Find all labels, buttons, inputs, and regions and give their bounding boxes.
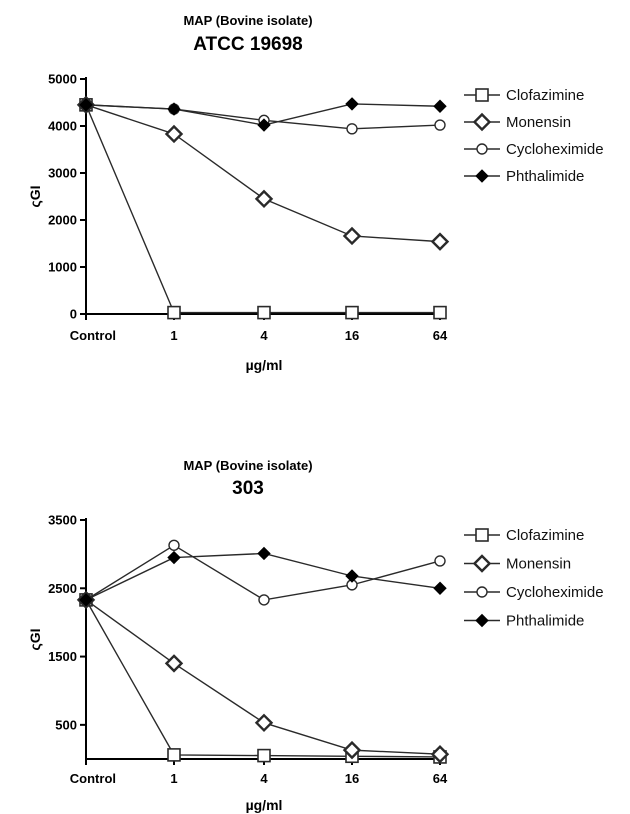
series-line: [85, 599, 441, 755]
legend-label: Phthalimide: [506, 613, 584, 630]
legend-item: Monensin: [464, 112, 571, 132]
legend-label: Cycloheximide: [506, 584, 604, 601]
data-point: [433, 305, 447, 320]
legend-marker: [475, 169, 489, 183]
data-point: [430, 232, 450, 251]
data-point: [164, 124, 184, 144]
data-point: [430, 745, 450, 764]
x-tick-label: 1: [170, 771, 177, 786]
data-point: [167, 102, 181, 116]
series-line: [85, 552, 441, 601]
x-tick-label: Control: [70, 328, 116, 343]
x-tick-label: 64: [433, 771, 448, 786]
x-tick-label: 1: [170, 328, 177, 343]
chart-303: MAP (Bovine isolate) 303 500 1500 2500 3500 Co…: [27, 458, 604, 813]
x-tick-label: 16: [345, 771, 359, 786]
data-point: [345, 569, 359, 583]
legend-marker: [472, 112, 492, 132]
chart-title: ATCC 19698: [193, 34, 302, 55]
data-point: [164, 654, 184, 673]
legend-item: Cycloheximide: [464, 141, 604, 158]
y-tick-label: 0: [70, 307, 77, 322]
x-tick-label: 4: [260, 771, 268, 786]
data-point: [434, 119, 446, 131]
series-phthalimide: [79, 97, 447, 132]
legend: Clofazimine Monensin Cycloheximide Phthalim…: [464, 87, 604, 185]
legend: Clofazimine Monensin Cycloheximide Phthalim…: [464, 527, 604, 630]
legend-label: Clofazimine: [506, 87, 584, 104]
x-tick-label: 4: [260, 328, 268, 343]
x-axis-title: µg/ml: [246, 797, 283, 813]
legend-label: Clofazimine: [506, 527, 584, 544]
data-point: [433, 581, 447, 595]
data-point: [342, 740, 362, 760]
data-point: [167, 550, 181, 565]
y-tick-label: 2500: [48, 581, 77, 596]
data-point: [254, 713, 274, 733]
data-point: [346, 123, 358, 135]
y-tick-label: 1500: [48, 649, 77, 664]
legend-item: Phthalimide: [464, 168, 584, 185]
data-point: [434, 555, 446, 567]
y-tick-label: 500: [55, 717, 77, 732]
data-point: [433, 99, 447, 113]
y-tick-label: 1000: [48, 260, 77, 275]
chart-atcc-19698: MAP (Bovine isolate) ATCC 19698 0 1000 2000 3…: [27, 13, 604, 373]
x-tick-label: 16: [345, 328, 359, 343]
chart-subtitle: MAP (Bovine isolate): [183, 13, 312, 28]
y-tick-label: 3500: [48, 513, 77, 528]
data-point: [79, 593, 93, 607]
legend-marker: [475, 613, 489, 628]
data-point: [257, 118, 271, 132]
data-point: [168, 539, 180, 551]
legend-label: Monensin: [506, 556, 571, 573]
data-point: [257, 546, 271, 561]
data-point: [342, 226, 362, 246]
legend-label: Cycloheximide: [506, 141, 604, 158]
legend-label: Monensin: [506, 114, 571, 131]
chart-title: 303: [232, 478, 264, 499]
series-line: [85, 104, 440, 314]
series-monensin: [76, 590, 450, 764]
legend-marker: [475, 88, 489, 102]
series-line: [85, 599, 441, 758]
data-point: [258, 594, 270, 606]
legend-item: Monensin: [464, 554, 571, 573]
legend-marker: [476, 586, 488, 598]
legend-item: Cycloheximide: [464, 584, 604, 601]
data-point: [167, 748, 181, 762]
series-clofazimine: [79, 593, 447, 764]
y-tick-label: 4000: [48, 119, 77, 134]
y-tick-label: 2000: [48, 213, 77, 228]
y-tick-label: 3000: [48, 166, 77, 181]
data-point: [254, 189, 274, 209]
y-axis-title: ςGI: [27, 185, 43, 207]
data-point: [79, 98, 93, 112]
y-axis-title: ςGI: [27, 628, 43, 650]
legend-label: Phthalimide: [506, 168, 584, 185]
legend-item: Phthalimide: [464, 613, 584, 630]
x-tick-label: 64: [433, 328, 448, 343]
data-point: [257, 748, 271, 763]
legend-marker: [475, 528, 489, 542]
x-tick-label: Control: [70, 771, 116, 786]
data-point: [345, 97, 359, 111]
y-tick-label: 5000: [48, 72, 77, 87]
data-point: [167, 305, 181, 320]
chart-subtitle: MAP (Bovine isolate): [183, 458, 312, 473]
series-clofazimine: [79, 98, 447, 320]
data-point: [345, 305, 359, 320]
series-phthalimide: [79, 546, 447, 607]
legend-item: Clofazimine: [464, 527, 584, 544]
legend-marker: [476, 143, 488, 155]
x-axis-title: µg/ml: [246, 357, 283, 373]
data-point: [257, 305, 271, 320]
legend-marker: [472, 554, 492, 573]
legend-item: Clofazimine: [464, 87, 584, 104]
